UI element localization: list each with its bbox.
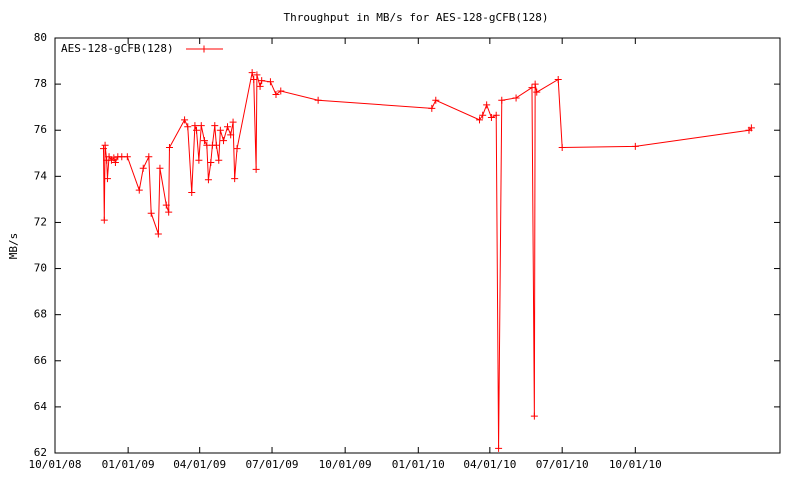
point-marker <box>498 96 506 104</box>
x-tick-label: 04/01/10 <box>463 458 516 471</box>
point-marker <box>483 101 491 109</box>
point-marker <box>231 175 239 183</box>
point-marker <box>233 145 241 153</box>
point-marker <box>256 82 264 90</box>
legend-marker <box>200 45 208 53</box>
point-marker <box>212 141 220 149</box>
point-marker <box>533 88 541 96</box>
y-tick-label: 70 <box>34 262 47 275</box>
point-marker <box>99 145 107 153</box>
point-marker <box>193 126 201 134</box>
chart-title: Throughput in MB/s for AES-128-gCFB(128) <box>284 11 549 24</box>
x-tick-label: 01/01/10 <box>392 458 445 471</box>
point-marker <box>252 165 260 173</box>
point-marker <box>314 96 322 104</box>
point-marker <box>184 123 192 131</box>
point-marker <box>512 94 520 102</box>
x-tick-label: 10/01/10 <box>609 458 662 471</box>
y-axis-label: MB/s <box>7 233 20 260</box>
point-marker <box>554 76 562 83</box>
point-marker <box>487 114 495 122</box>
point-marker <box>103 175 111 183</box>
y-tick-label: 68 <box>34 308 47 321</box>
point-marker <box>220 137 228 145</box>
point-marker <box>528 84 536 92</box>
point-marker <box>248 69 256 77</box>
point-marker <box>211 122 219 130</box>
point-marker <box>227 131 235 139</box>
point-marker <box>195 156 203 164</box>
point-marker <box>147 209 155 217</box>
point-marker <box>492 111 500 119</box>
plot-frame <box>54 37 781 454</box>
point-marker <box>197 122 205 130</box>
y-tick-label: 78 <box>34 77 47 90</box>
point-marker <box>111 159 119 166</box>
point-marker <box>631 142 639 150</box>
point-marker <box>200 137 208 145</box>
point-marker <box>100 216 108 224</box>
point-marker <box>479 111 487 119</box>
point-marker <box>531 80 539 88</box>
x-tick-label: 07/01/09 <box>246 458 299 471</box>
point-marker <box>135 186 143 194</box>
series-line <box>102 72 752 449</box>
point-marker <box>250 76 258 83</box>
point-marker <box>145 153 153 161</box>
point-marker <box>181 116 189 124</box>
point-marker <box>191 122 199 130</box>
y-tick-label: 62 <box>34 446 47 459</box>
point-marker <box>215 156 223 164</box>
y-tick-label: 72 <box>34 215 47 228</box>
point-marker <box>188 188 196 196</box>
point-marker <box>154 230 162 238</box>
x-tick-label: 04/01/09 <box>173 458 226 471</box>
x-tick-label: 07/01/10 <box>536 458 589 471</box>
point-marker <box>432 96 440 104</box>
point-marker <box>476 116 484 124</box>
point-marker <box>204 176 212 184</box>
point-marker <box>123 153 131 161</box>
legend-label: AES-128-gCFB(128) <box>61 42 174 55</box>
point-marker <box>747 124 755 132</box>
point-marker <box>156 164 164 172</box>
point-marker <box>216 126 224 134</box>
point-marker <box>165 208 173 216</box>
y-tick-label: 66 <box>34 354 47 367</box>
point-marker <box>495 444 503 452</box>
x-tick-label: 01/01/09 <box>102 458 155 471</box>
y-tick-label: 64 <box>34 400 48 413</box>
point-marker <box>258 77 266 85</box>
y-tick-label: 74 <box>34 169 48 182</box>
point-marker <box>253 71 261 79</box>
point-marker <box>229 118 237 126</box>
point-marker <box>207 159 215 166</box>
point-marker <box>110 154 118 162</box>
point-marker <box>558 144 566 152</box>
point-marker <box>139 164 147 172</box>
point-marker <box>224 123 232 131</box>
x-tick-label: 10/01/09 <box>319 458 372 471</box>
point-marker <box>272 90 280 98</box>
point-marker <box>162 201 170 209</box>
point-marker <box>266 78 274 86</box>
x-tick-label: 10/01/08 <box>29 458 82 471</box>
point-marker <box>165 144 173 152</box>
point-marker <box>530 412 538 420</box>
point-marker <box>101 141 109 149</box>
y-tick-label: 80 <box>34 31 47 44</box>
point-marker <box>277 87 285 95</box>
y-tick-label: 76 <box>34 123 47 136</box>
point-marker <box>428 104 436 112</box>
